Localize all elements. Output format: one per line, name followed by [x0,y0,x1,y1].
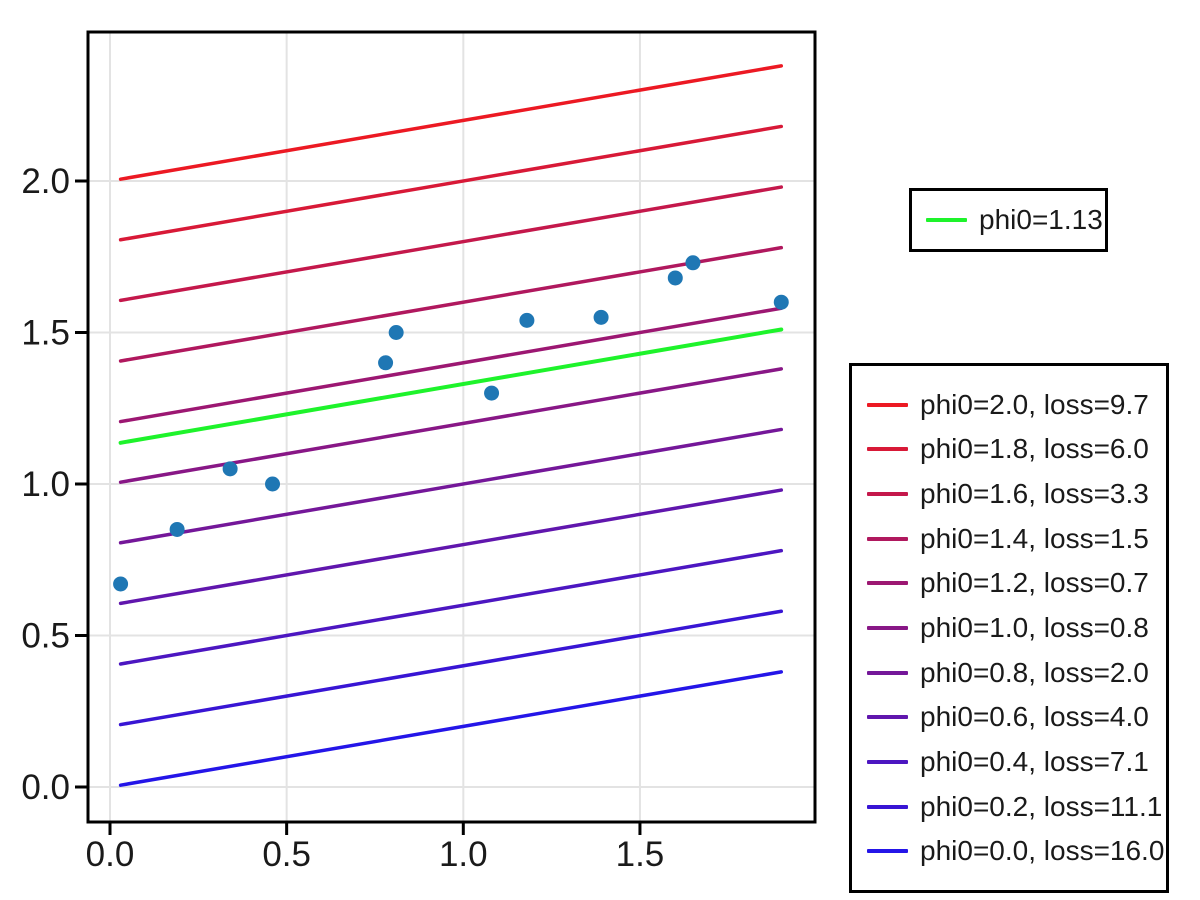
y-tick-label: 2.0 [21,162,70,201]
legend-item-label: phi0=0.2, loss=11.1 [920,790,1163,822]
series-legend: phi0=2.0, loss=9.7 phi0=1.8, loss=6.0 phi0… [849,363,1169,893]
legend-item: phi0=0.0, loss=16.0 [867,835,1165,867]
fit-line [118,327,784,445]
legend-item-label: phi0=1.6, loss=3.3 [920,477,1149,509]
data-point [593,309,609,325]
series-line-phi0-1.8 [118,124,784,242]
legend-line-swatch [867,804,908,809]
x-tick-label: 0.0 [86,835,135,874]
data-point [519,312,535,328]
legend-item: phi0=0.8, loss=2.0 [867,656,1162,688]
data-point [685,255,701,271]
series-line-phi0-1.4 [118,245,784,363]
data-point [222,461,238,477]
legend-item: phi0=1.2, loss=0.7 [867,569,1162,597]
legend-item: phi0=1.8, loss=6.0 [867,435,1162,463]
data-point [388,325,404,340]
plot-frame [86,30,817,824]
legend-item-label: phi0=1.0, loss=0.8 [920,611,1149,643]
legend-line-swatch [867,849,908,854]
legend-item: phi0=0.2, loss=11.1 [867,790,1163,822]
data-point [113,576,129,592]
fit-line-swatch [926,218,967,222]
legend-item-label: phi0=2.0, loss=9.7 [920,388,1149,420]
legend-line-swatch [867,715,908,720]
x-tick-label: 0.5 [262,835,311,874]
data-point [484,385,500,401]
legend-line-swatch [867,759,908,764]
legend-item-label: phi0=1.8, loss=6.0 [920,433,1149,465]
x-tick-label: 1.5 [616,835,665,874]
y-tick-label: 1.0 [21,465,70,504]
data-point [773,294,789,310]
series-line-phi0-0.0 [118,670,784,787]
y-tick-label: 0.0 [21,768,70,807]
legend-item: phi0=1.4, loss=1.5 [867,522,1162,554]
legend-line-swatch [867,625,908,630]
series-line-phi0-1.2 [118,306,784,424]
series-line-phi0-1.6 [118,185,784,303]
legend-item-label: phi0=1.4, loss=1.5 [920,522,1149,554]
legend-line-swatch [867,447,908,452]
series-line-phi0-0.6 [118,488,784,606]
data-point [169,521,185,537]
series-line-phi0-0.4 [118,548,784,666]
legend-item: phi0=0.4, loss=7.1 [867,745,1162,777]
data-point [667,270,683,286]
series-line-phi0-0.2 [118,609,784,727]
fit-legend-label: phi0=1.13 [979,204,1103,235]
series-line-phi0-0.8 [118,427,784,545]
legend-item-label: phi0=1.2, loss=0.7 [920,567,1149,599]
legend-line-swatch [867,670,908,675]
fit-legend: phi0=1.13 [909,188,1108,252]
legend-item-label: phi0=0.4, loss=7.1 [920,745,1149,777]
legend-line-swatch [867,536,908,541]
x-tick-label: 1.0 [439,835,488,874]
legend-item: phi0=1.6, loss=3.3 [867,477,1162,509]
legend-item-label: phi0=0.8, loss=2.0 [920,656,1149,688]
legend-line-swatch [867,491,908,496]
legend-item: phi0=1.0, loss=0.8 [867,611,1162,643]
legend-item-label: phi0=0.6, loss=4.0 [920,701,1149,733]
legend-item: phi0=0.6, loss=4.0 [867,703,1162,731]
y-tick-label: 1.5 [21,314,70,353]
legend-item-label: phi0=0.0, loss=16.0 [920,835,1165,867]
series-line-phi0-2.0 [118,64,784,181]
legend-line-swatch [867,402,908,407]
data-point [378,355,394,371]
y-tick-label: 0.5 [21,617,70,656]
data-point [265,476,281,492]
legend-item: phi0=2.0, loss=9.7 [867,388,1162,420]
legend-line-swatch [867,581,908,586]
